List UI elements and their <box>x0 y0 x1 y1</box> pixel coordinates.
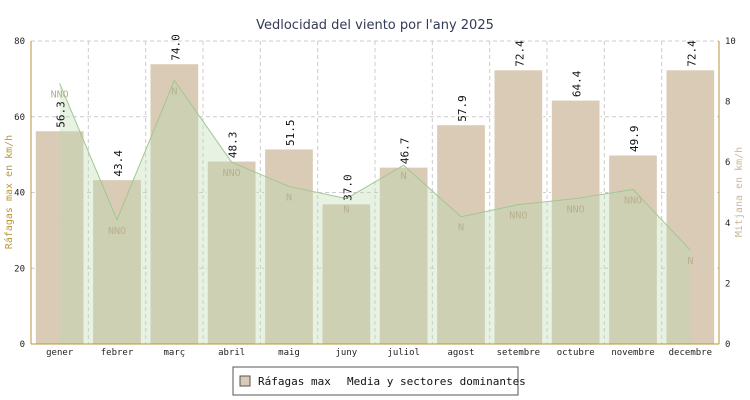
bar-value-label: 72.4 <box>513 40 526 67</box>
y-axis-label: Ráfagas max en km/h <box>3 135 15 249</box>
sector-label: N <box>171 86 177 97</box>
sector-label: N <box>401 171 407 182</box>
sector-label: NNO <box>509 211 527 222</box>
sector-label: NNO <box>624 195 642 206</box>
x-tick-label: febrer <box>101 348 134 358</box>
bar <box>665 69 716 345</box>
bar <box>550 99 601 345</box>
bar-value-label: 46.7 <box>399 138 412 165</box>
bar <box>493 69 544 345</box>
y2-tick-label: 6 <box>725 158 730 168</box>
bar-value-label: 43.4 <box>112 150 125 177</box>
x-tick-label: octubre <box>557 348 595 358</box>
bar-value-label: 57.9 <box>456 95 469 122</box>
x-tick-label: juny <box>335 348 357 358</box>
y-tick-label: 40 <box>14 189 25 199</box>
data-labels: NNO NNO N NNO N N N N NNO NNO NNO N 56.3 43.4 74.0 48.3… <box>51 34 699 267</box>
sector-label: NNO <box>223 168 241 179</box>
average-area-series <box>59 79 691 344</box>
average-area-line <box>59 79 691 251</box>
bar <box>34 130 85 345</box>
axes: 0 20 40 60 80 0 2 4 6 8 10 gener febrer març abril maig… <box>14 37 736 358</box>
bar <box>378 166 429 345</box>
x-tick-label: maig <box>278 348 300 358</box>
x-tick-label: juliol <box>387 348 420 358</box>
y-tick-label: 80 <box>14 37 25 47</box>
chart-title: Vedlocidad del viento por l'any 2025 <box>256 18 494 33</box>
sector-label: N <box>343 205 349 216</box>
x-tick-label: gener <box>46 348 74 358</box>
y2-tick-label: 10 <box>725 37 736 47</box>
x-tick-label: març <box>163 348 185 358</box>
x-tick-label: novembre <box>611 348 654 358</box>
sector-label: NNO <box>567 205 585 216</box>
x-tick-label: abril <box>218 348 245 358</box>
y2-tick-label: 4 <box>725 219 730 229</box>
y-tick-label: 60 <box>14 113 25 123</box>
x-tick-label: setembre <box>497 348 540 358</box>
y-tick-label: 20 <box>14 264 25 274</box>
y2-tick-label: 8 <box>725 98 730 108</box>
y-tick-label: 0 <box>20 340 25 350</box>
bar-value-label: 51.5 <box>284 119 297 146</box>
bar-value-label: 48.3 <box>227 132 240 159</box>
sector-label: NNO <box>51 89 69 100</box>
y2-axis-label: Mitjana en km/h <box>734 147 745 237</box>
bar <box>92 179 142 345</box>
bar-value-label: 56.3 <box>55 101 68 128</box>
legend-label-media: Media y sectores dominantes <box>347 375 526 388</box>
y2-tick-label: 0 <box>725 340 730 350</box>
sector-label: NNO <box>108 226 126 237</box>
legend-swatch-rafagas <box>239 375 251 387</box>
bar <box>206 160 257 345</box>
bar <box>608 154 658 345</box>
sector-label: N <box>458 223 464 234</box>
average-area-fill <box>59 80 691 344</box>
bar-value-label: 37.0 <box>341 174 354 201</box>
y2-tick-label: 2 <box>725 279 730 289</box>
bars-series <box>34 63 716 345</box>
legend-label-rafagas: Ráfagas max <box>258 375 331 388</box>
bar <box>321 203 372 345</box>
bar <box>149 63 200 345</box>
bar-value-label: 74.0 <box>169 34 182 61</box>
x-tick-label: decembre <box>669 348 712 358</box>
bar-value-label: 72.4 <box>685 40 698 67</box>
bar <box>264 148 314 345</box>
legend-box <box>232 366 519 396</box>
sector-label: N <box>687 256 693 267</box>
legend: Ráfagas max Media y sectores dominantes <box>232 366 526 396</box>
bar-value-label: 64.4 <box>571 70 584 97</box>
sector-label: N <box>286 192 292 203</box>
bar-value-label: 49.9 <box>628 126 641 153</box>
x-tick-label: agost <box>447 348 474 358</box>
